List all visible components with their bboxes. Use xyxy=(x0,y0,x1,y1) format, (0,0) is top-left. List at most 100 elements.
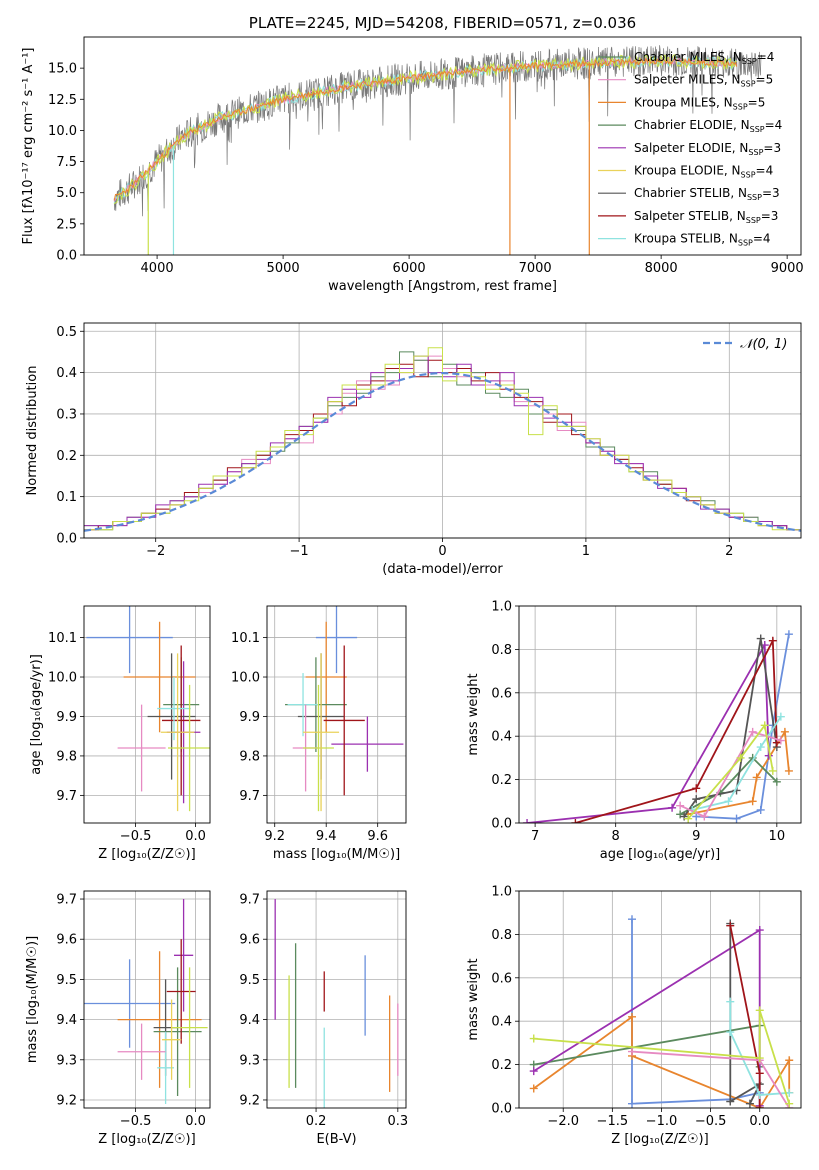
y-tick-label: 9.2 xyxy=(56,1093,77,1108)
x-tick-label: 9 xyxy=(692,829,700,844)
y-tick-label: 9.7 xyxy=(239,893,260,908)
y-tick-label: 9.9 xyxy=(239,710,260,725)
legend-entry: 𝒩(0, 1) xyxy=(740,337,787,352)
model-fit-line xyxy=(113,54,737,205)
plot-area xyxy=(274,899,399,1108)
x-tick-label: 0.0 xyxy=(185,1114,206,1129)
weight-marker xyxy=(760,721,769,730)
x-tick-label: 0.2 xyxy=(306,1114,327,1129)
y-tick-label: 10.0 xyxy=(231,671,260,686)
weight-marker xyxy=(745,1099,754,1108)
y-tick-label: 10.1 xyxy=(231,631,260,646)
weight-marker xyxy=(726,921,735,930)
y-tick-label: 12.5 xyxy=(48,93,77,108)
errorbar-point xyxy=(157,677,191,741)
panel-3: 9.2 9.4 9.6 9.7 9.8 9.9 10.0 10.1 mass [log₁₀(M/… xyxy=(231,605,407,862)
y-tick-label: 9.9 xyxy=(56,710,77,725)
weight-marker xyxy=(529,1067,538,1076)
axes-frame xyxy=(83,890,211,1109)
weight-line xyxy=(687,723,774,820)
weight-marker xyxy=(732,814,741,823)
weight-series xyxy=(684,727,793,819)
histogram-step xyxy=(84,347,801,538)
y-tick-label: 9.7 xyxy=(56,893,77,908)
weight-marker xyxy=(755,1069,764,1078)
weight-series xyxy=(523,641,773,823)
y-tick-label: 5.0 xyxy=(56,186,77,201)
x-tick-label: 0.0 xyxy=(749,1114,770,1129)
x-axis-label: Z [log₁₀(Z/Z☉)] xyxy=(98,847,195,862)
weight-marker xyxy=(784,766,793,775)
x-axis-label: E(B-V) xyxy=(316,1132,356,1147)
x-axis-label: Z [log₁₀(Z/Z☉)] xyxy=(611,1132,708,1147)
x-tick-label: 6000 xyxy=(393,261,426,276)
x-tick-label: −1.5 xyxy=(597,1114,629,1129)
y-tick-label: 0.2 xyxy=(491,773,512,788)
weight-marker xyxy=(529,1034,538,1043)
errorbar-point xyxy=(305,621,347,733)
plot-area xyxy=(285,606,404,812)
weight-marker xyxy=(755,1090,764,1099)
errorbar-point xyxy=(303,653,340,812)
legend-entry: Chabrier STELIB, NSSP=3 xyxy=(634,186,780,202)
y-tick-label: 0.3 xyxy=(56,407,77,422)
plot-area xyxy=(529,915,794,1108)
spectrum-legend: Chabrier MILES, NSSP=4 Salpeter MILES, NS… xyxy=(598,50,782,248)
y-tick-label: 9.8 xyxy=(239,749,260,764)
weight-marker xyxy=(726,1028,735,1037)
y-tick-label: 0.0 xyxy=(56,249,77,264)
y-tick-label: 9.5 xyxy=(56,973,77,988)
errorbar-point xyxy=(331,716,404,772)
chart-title: PLATE=2245, MJD=54208, FIBERID=0571, z=0… xyxy=(249,14,636,32)
legend-entry: Salpeter ELODIE, NSSP=3 xyxy=(634,141,781,157)
y-tick-label: 0.0 xyxy=(491,817,512,832)
weight-marker xyxy=(755,1006,764,1015)
weight-marker xyxy=(785,1099,794,1108)
y-tick-label: 9.4 xyxy=(239,1013,260,1028)
errorbar-point xyxy=(123,621,196,733)
x-tick-label: 4000 xyxy=(141,261,174,276)
weight-marker xyxy=(668,803,677,812)
normal-curve xyxy=(84,371,801,532)
y-tick-label: 0.5 xyxy=(56,325,77,340)
errorbar-point xyxy=(153,967,202,1096)
y-tick-label: 9.6 xyxy=(56,933,77,948)
y-tick-label: 0.1 xyxy=(56,490,77,505)
weight-marker xyxy=(748,727,757,736)
weight-marker xyxy=(784,630,793,639)
errorbar-point xyxy=(303,684,334,812)
weight-line xyxy=(533,1010,791,1104)
weight-marker xyxy=(724,797,733,806)
axes-frame xyxy=(518,890,802,1109)
y-tick-label: 15.0 xyxy=(48,62,77,77)
y-axis-label: age [log₁₀(age/yr)] xyxy=(29,654,44,775)
weight-marker xyxy=(755,1104,764,1108)
plot-area xyxy=(113,45,763,255)
errorbar-point xyxy=(174,899,194,1012)
y-tick-label: 0.4 xyxy=(491,730,512,745)
weight-marker xyxy=(676,801,685,810)
weight-marker xyxy=(755,1054,764,1063)
weight-marker xyxy=(627,1047,636,1056)
weight-marker xyxy=(752,773,761,782)
weight-marker xyxy=(523,819,532,823)
panel-0: 4000 5000 6000 7000 8000 9000 0.0 2.5 5.0 7.5 10.0… xyxy=(21,14,804,294)
legend-entry: Kroupa MILES, NSSP=5 xyxy=(634,95,765,111)
x-axis-label: wavelength [Angstrom, rest frame] xyxy=(328,279,557,294)
x-tick-label: 9.6 xyxy=(367,829,388,844)
y-axis-label: mass weight xyxy=(466,673,481,755)
errorbar-point xyxy=(147,653,196,780)
y-tick-label: 1.0 xyxy=(491,885,512,900)
y-tick-label: 9.5 xyxy=(239,973,260,988)
x-tick-label: −1 xyxy=(290,544,309,559)
errorbar-point xyxy=(315,606,358,674)
weight-series xyxy=(627,915,764,1108)
legend-entry: Salpeter MILES, NSSP=5 xyxy=(634,73,773,89)
weight-marker xyxy=(768,636,777,645)
x-tick-label: 2 xyxy=(725,544,733,559)
axes-frame xyxy=(266,605,407,824)
y-tick-label: 0.4 xyxy=(56,366,77,381)
y-tick-label: 9.3 xyxy=(56,1053,77,1068)
y-tick-label: 9.2 xyxy=(239,1093,260,1108)
